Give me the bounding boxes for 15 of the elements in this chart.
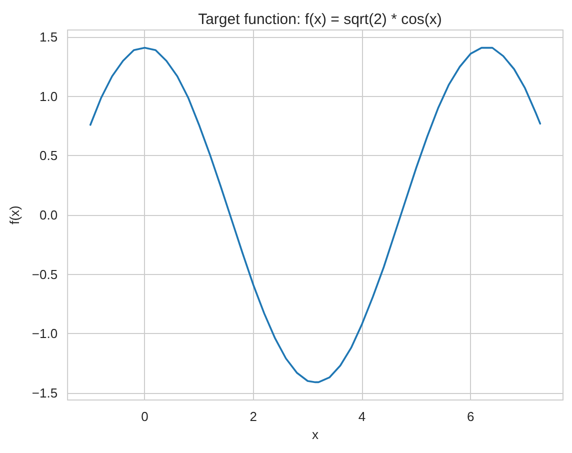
chart-title: Target function: f(x) = sqrt(2) * cos(x) <box>198 11 442 28</box>
y-tick-label: 1.0 <box>39 88 58 104</box>
x-tick-label: 2 <box>250 409 257 424</box>
y-tick-label: −1.0 <box>32 326 58 342</box>
x-tick-label: 4 <box>358 409 366 424</box>
line-series <box>89 46 542 384</box>
x-tick-label: 0 <box>141 409 148 424</box>
y-tick-label: 0.0 <box>39 208 58 222</box>
y-tick-label: 1.5 <box>39 30 58 45</box>
x-axis-title: x <box>312 426 320 442</box>
x-tick-label: 6 <box>467 409 474 424</box>
y-tick-label: 0.5 <box>39 148 58 164</box>
y-axis-title: f(x) <box>7 206 22 224</box>
y-tick-label: −0.5 <box>32 266 58 282</box>
y-tick-label: −1.5 <box>32 385 58 400</box>
